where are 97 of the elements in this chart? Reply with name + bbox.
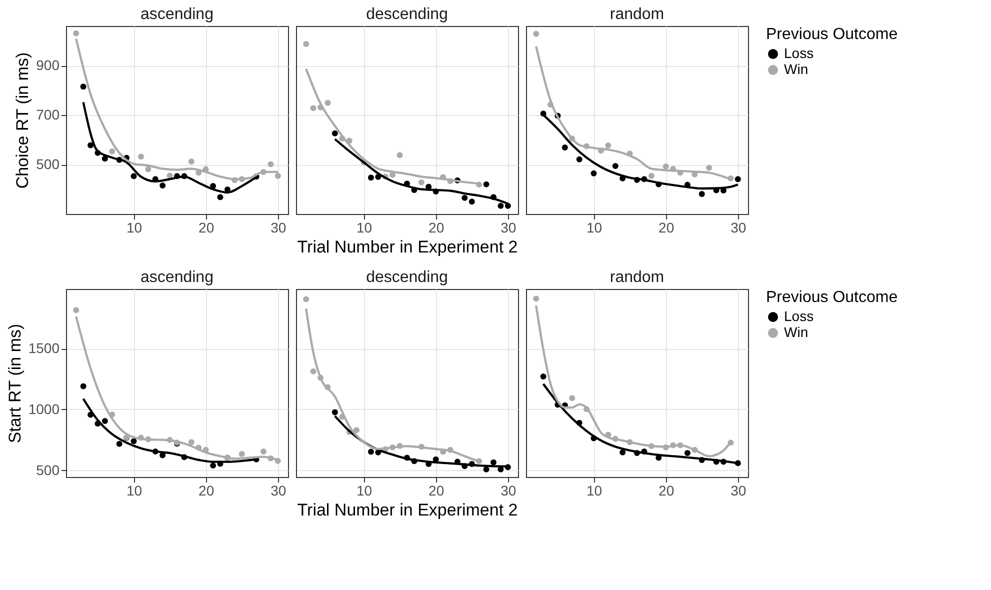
chart-title: descending bbox=[366, 6, 448, 23]
point bbox=[310, 105, 316, 112]
point bbox=[160, 182, 166, 189]
y-tick-label: 700 bbox=[36, 106, 60, 123]
point bbox=[620, 449, 626, 456]
legend-label: Loss bbox=[784, 45, 814, 61]
y-tick-label: 1500 bbox=[28, 340, 60, 356]
x-tick-label: 30 bbox=[270, 482, 286, 498]
point bbox=[462, 194, 468, 201]
point bbox=[303, 296, 310, 302]
x-tick-label: 20 bbox=[198, 482, 214, 498]
x-tick-label: 20 bbox=[658, 220, 674, 236]
point bbox=[210, 462, 216, 469]
x-tick-label: 10 bbox=[126, 220, 142, 236]
point bbox=[80, 383, 86, 390]
legend-label: Win bbox=[784, 61, 808, 77]
x-tick-label: 10 bbox=[586, 482, 602, 498]
point bbox=[648, 172, 654, 179]
point bbox=[102, 156, 108, 162]
x-tick-label: 20 bbox=[198, 220, 214, 236]
x-tick-label: 10 bbox=[356, 482, 372, 498]
legend-label: Loss bbox=[784, 308, 814, 324]
point bbox=[396, 152, 403, 158]
x-tick-label: 30 bbox=[730, 220, 746, 236]
point bbox=[483, 181, 490, 188]
point bbox=[576, 156, 582, 162]
legend-label: Win bbox=[784, 324, 808, 340]
point bbox=[498, 202, 504, 209]
point bbox=[332, 130, 338, 136]
x-tick-label: 10 bbox=[586, 220, 602, 236]
point bbox=[73, 30, 80, 36]
point bbox=[612, 163, 618, 170]
x-axis-title: Trial Number in Experiment 2 bbox=[297, 238, 518, 256]
legend-title: Previous Outcome bbox=[766, 26, 898, 43]
point bbox=[109, 148, 116, 154]
chart-title: ascending bbox=[140, 269, 214, 286]
point bbox=[533, 30, 540, 37]
point bbox=[310, 368, 316, 374]
point bbox=[73, 307, 80, 314]
point bbox=[468, 198, 475, 205]
x-tick-label: 30 bbox=[500, 482, 516, 498]
x-tick-label: 30 bbox=[730, 482, 746, 498]
point bbox=[217, 194, 224, 200]
x-tick-label: 10 bbox=[356, 220, 372, 236]
point bbox=[590, 170, 597, 176]
point bbox=[238, 451, 245, 457]
point bbox=[188, 158, 194, 165]
point bbox=[662, 164, 669, 170]
x-tick-label: 30 bbox=[500, 220, 516, 236]
y-tick-label: 900 bbox=[36, 57, 60, 74]
y-axis-title: Start RT (in ms) bbox=[5, 324, 24, 444]
y-axis-title: Choice RT (in ms) bbox=[13, 52, 32, 189]
point bbox=[166, 172, 173, 179]
point bbox=[130, 173, 137, 180]
point bbox=[324, 100, 331, 106]
point bbox=[569, 395, 576, 402]
chart-title: random bbox=[610, 6, 664, 23]
point bbox=[102, 418, 108, 424]
x-tick-label: 20 bbox=[658, 482, 674, 498]
point bbox=[490, 459, 496, 466]
point bbox=[88, 142, 94, 148]
y-tick-label: 1000 bbox=[28, 400, 60, 417]
point bbox=[116, 440, 122, 447]
chart-title: ascending bbox=[140, 6, 214, 23]
point bbox=[80, 84, 86, 90]
chart-title: random bbox=[610, 269, 664, 286]
point bbox=[303, 41, 310, 48]
point bbox=[483, 466, 490, 472]
y-tick-label: 500 bbox=[36, 462, 60, 478]
x-tick-label: 30 bbox=[270, 220, 286, 236]
x-tick-label: 20 bbox=[428, 482, 444, 498]
point bbox=[562, 144, 568, 150]
point bbox=[684, 450, 690, 456]
point bbox=[354, 427, 360, 434]
point bbox=[368, 448, 374, 455]
point bbox=[260, 448, 266, 454]
point bbox=[145, 166, 152, 172]
point bbox=[734, 176, 741, 182]
point bbox=[533, 296, 540, 302]
point bbox=[605, 142, 612, 148]
point bbox=[188, 439, 194, 446]
legend-title: Previous Outcome bbox=[766, 289, 898, 306]
point bbox=[130, 438, 137, 444]
x-axis-title: Trial Number in Experiment 2 bbox=[297, 500, 518, 520]
point bbox=[138, 154, 144, 160]
point bbox=[268, 161, 274, 168]
point bbox=[418, 179, 424, 186]
point bbox=[706, 164, 712, 171]
point bbox=[698, 190, 705, 197]
chart-title: descending bbox=[366, 269, 448, 286]
point bbox=[274, 172, 281, 179]
x-tick-label: 20 bbox=[428, 220, 444, 236]
point bbox=[332, 409, 338, 416]
point bbox=[368, 174, 374, 181]
x-tick-label: 10 bbox=[126, 482, 142, 498]
y-tick-label: 500 bbox=[36, 156, 60, 172]
point bbox=[540, 373, 546, 380]
